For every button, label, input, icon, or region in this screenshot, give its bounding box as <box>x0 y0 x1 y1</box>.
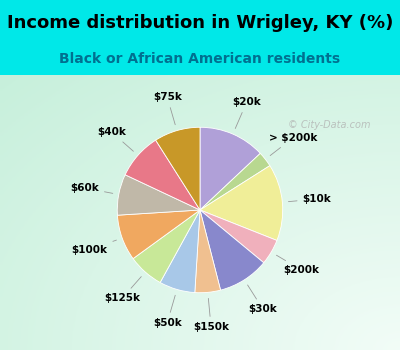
Text: Black or African American residents: Black or African American residents <box>60 52 340 66</box>
Text: $200k: $200k <box>276 255 319 275</box>
Text: $125k: $125k <box>104 276 141 303</box>
Wedge shape <box>200 210 277 263</box>
Text: $30k: $30k <box>248 285 277 314</box>
Wedge shape <box>200 127 260 210</box>
Wedge shape <box>200 166 283 240</box>
Text: $10k: $10k <box>288 194 331 204</box>
Text: $75k: $75k <box>153 92 182 125</box>
Wedge shape <box>195 210 220 293</box>
Wedge shape <box>118 210 200 259</box>
Wedge shape <box>200 210 264 290</box>
Text: Income distribution in Wrigley, KY (%): Income distribution in Wrigley, KY (%) <box>7 14 393 32</box>
Wedge shape <box>156 127 200 210</box>
Text: © City-Data.com: © City-Data.com <box>288 120 370 130</box>
Text: $150k: $150k <box>193 299 229 332</box>
Wedge shape <box>160 210 200 293</box>
Wedge shape <box>200 153 270 210</box>
Text: $20k: $20k <box>232 97 261 128</box>
Text: $60k: $60k <box>70 183 113 193</box>
Wedge shape <box>133 210 200 282</box>
Text: $100k: $100k <box>72 240 116 255</box>
Wedge shape <box>117 175 200 215</box>
Text: $40k: $40k <box>98 127 133 151</box>
Text: > $200k: > $200k <box>269 133 317 155</box>
Text: $50k: $50k <box>153 295 182 328</box>
Wedge shape <box>125 140 200 210</box>
